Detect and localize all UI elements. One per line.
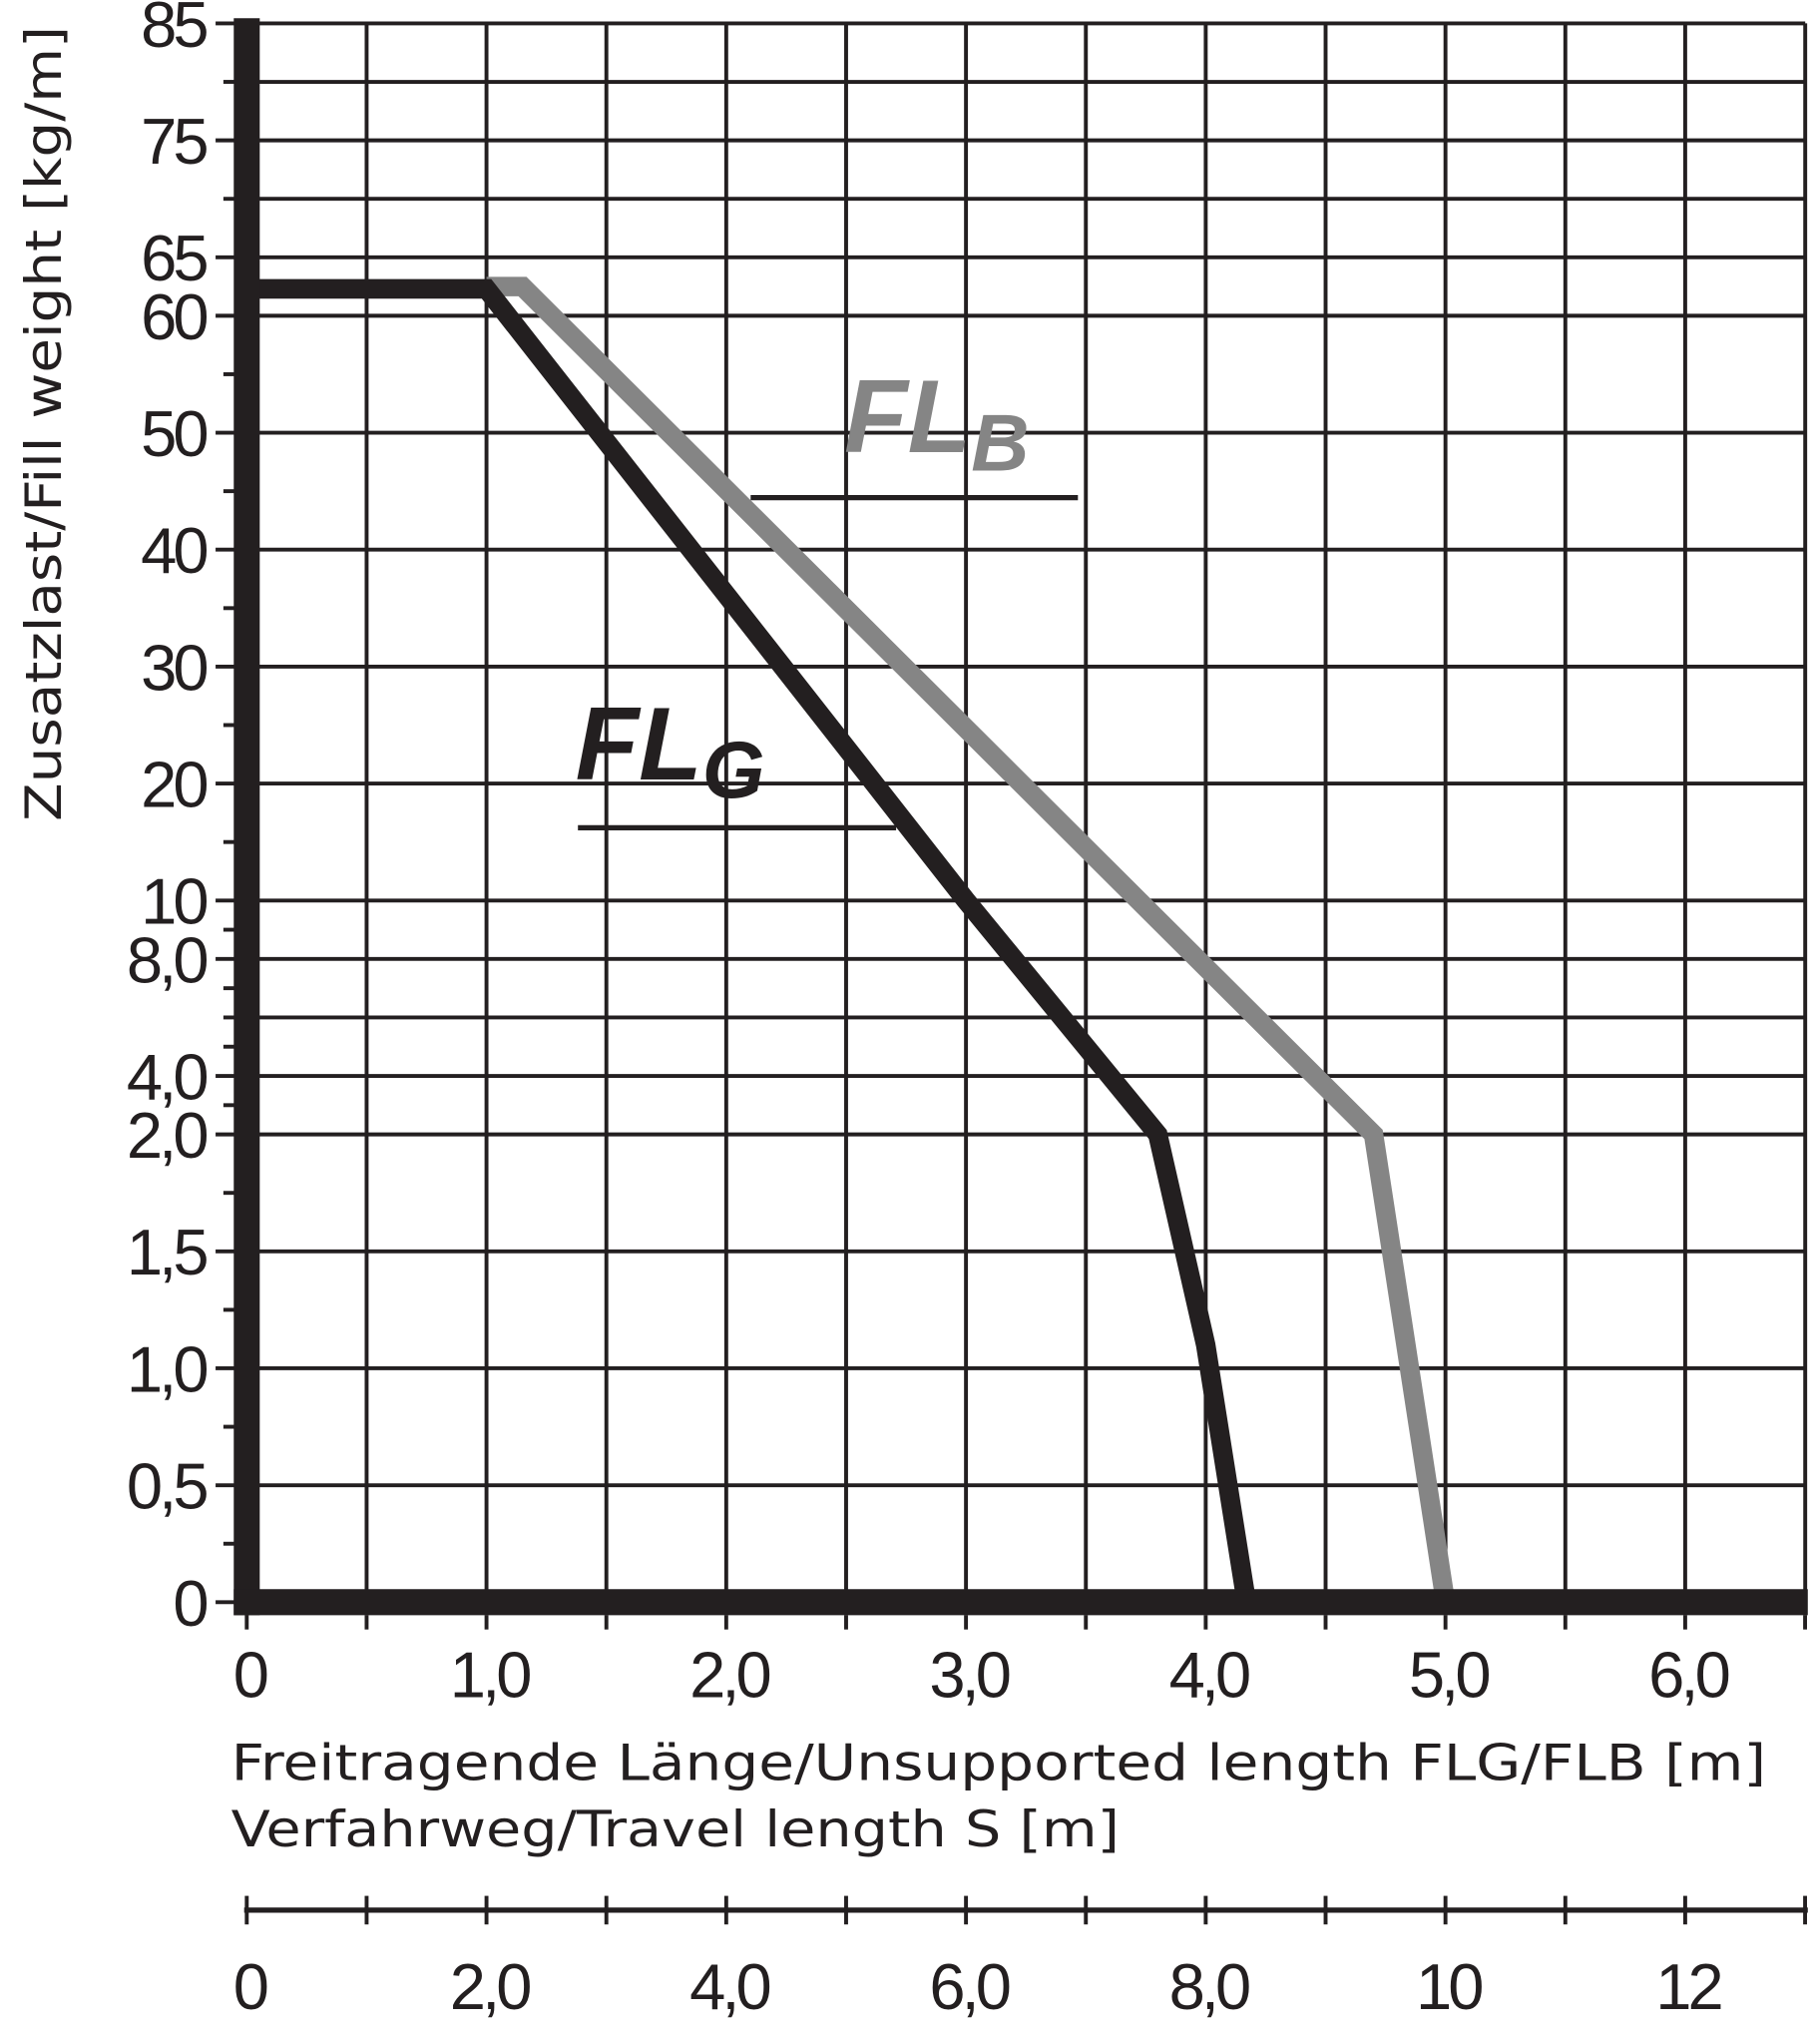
y-tick-label: 30: [141, 631, 207, 704]
x-tick-label: 1,0: [450, 1638, 530, 1711]
flg-label-main: FL: [576, 687, 702, 802]
flb-label-main: FL: [844, 359, 971, 475]
x2-tick-label: 10: [1416, 1950, 1482, 2023]
flg-label-sub: G: [702, 726, 765, 815]
x-tick-label: 6,0: [1648, 1638, 1728, 1711]
series-layer: [246, 276, 1456, 1604]
y-tick-label: 65: [141, 222, 207, 294]
x-tick-label: 4,0: [1169, 1638, 1249, 1711]
x2-tick-label: 4,0: [689, 1950, 769, 2023]
x-tick-label: 3,0: [929, 1638, 1009, 1711]
y-tick-label: 1,0: [127, 1332, 207, 1405]
x2-tick-label: 0: [233, 1950, 267, 2023]
x-tick-label: 2,0: [689, 1638, 769, 1711]
x2-tick-label: 6,0: [929, 1950, 1009, 2023]
x2-tick-label: 2,0: [450, 1950, 530, 2023]
y-tick-label: 40: [141, 514, 207, 587]
y-tick-label: 60: [141, 280, 207, 353]
y-tick-label: 4,0: [127, 1040, 207, 1113]
curve-label-flg: FLG: [576, 687, 897, 830]
y-tick-label: 85: [141, 0, 207, 61]
series-line-flg: [246, 278, 1256, 1604]
x2-tick-label: 12: [1655, 1950, 1720, 2023]
y-tick-label: 1,5: [127, 1216, 207, 1288]
x-tick-label: 5,0: [1409, 1638, 1489, 1711]
x2-axis-title: Verfahrweg/Travel length S [m]: [231, 1800, 1120, 1858]
flb-label-sub: B: [971, 398, 1029, 488]
svg-text:FLB: FLB: [844, 359, 1029, 488]
y-tick-label: 10: [141, 865, 207, 938]
x-tick-label: 0: [233, 1638, 267, 1711]
y-tick-label: 75: [141, 105, 207, 178]
x-axis-title: Freitragende Länge/Unsupported length FL…: [231, 1735, 1766, 1792]
y-tick-label: 8,0: [127, 923, 207, 996]
grid: [246, 21, 1806, 1605]
y-tick-label: 2,0: [127, 1099, 207, 1172]
y-tick-label: 50: [141, 397, 207, 470]
y-tick-label: 20: [141, 749, 207, 821]
x2-tick-label: 8,0: [1169, 1950, 1249, 2023]
y-axis-title: Zusatzlast/Fill weight [kg/m]: [15, 26, 73, 821]
y-tick-label: 0: [173, 1567, 207, 1640]
axes: [216, 18, 1808, 1925]
curve-label-flb: FLB: [750, 359, 1079, 501]
y-tick-label: 0,5: [127, 1450, 207, 1523]
series-line-flb: [486, 276, 1456, 1604]
svg-text:FLG: FLG: [576, 687, 765, 815]
